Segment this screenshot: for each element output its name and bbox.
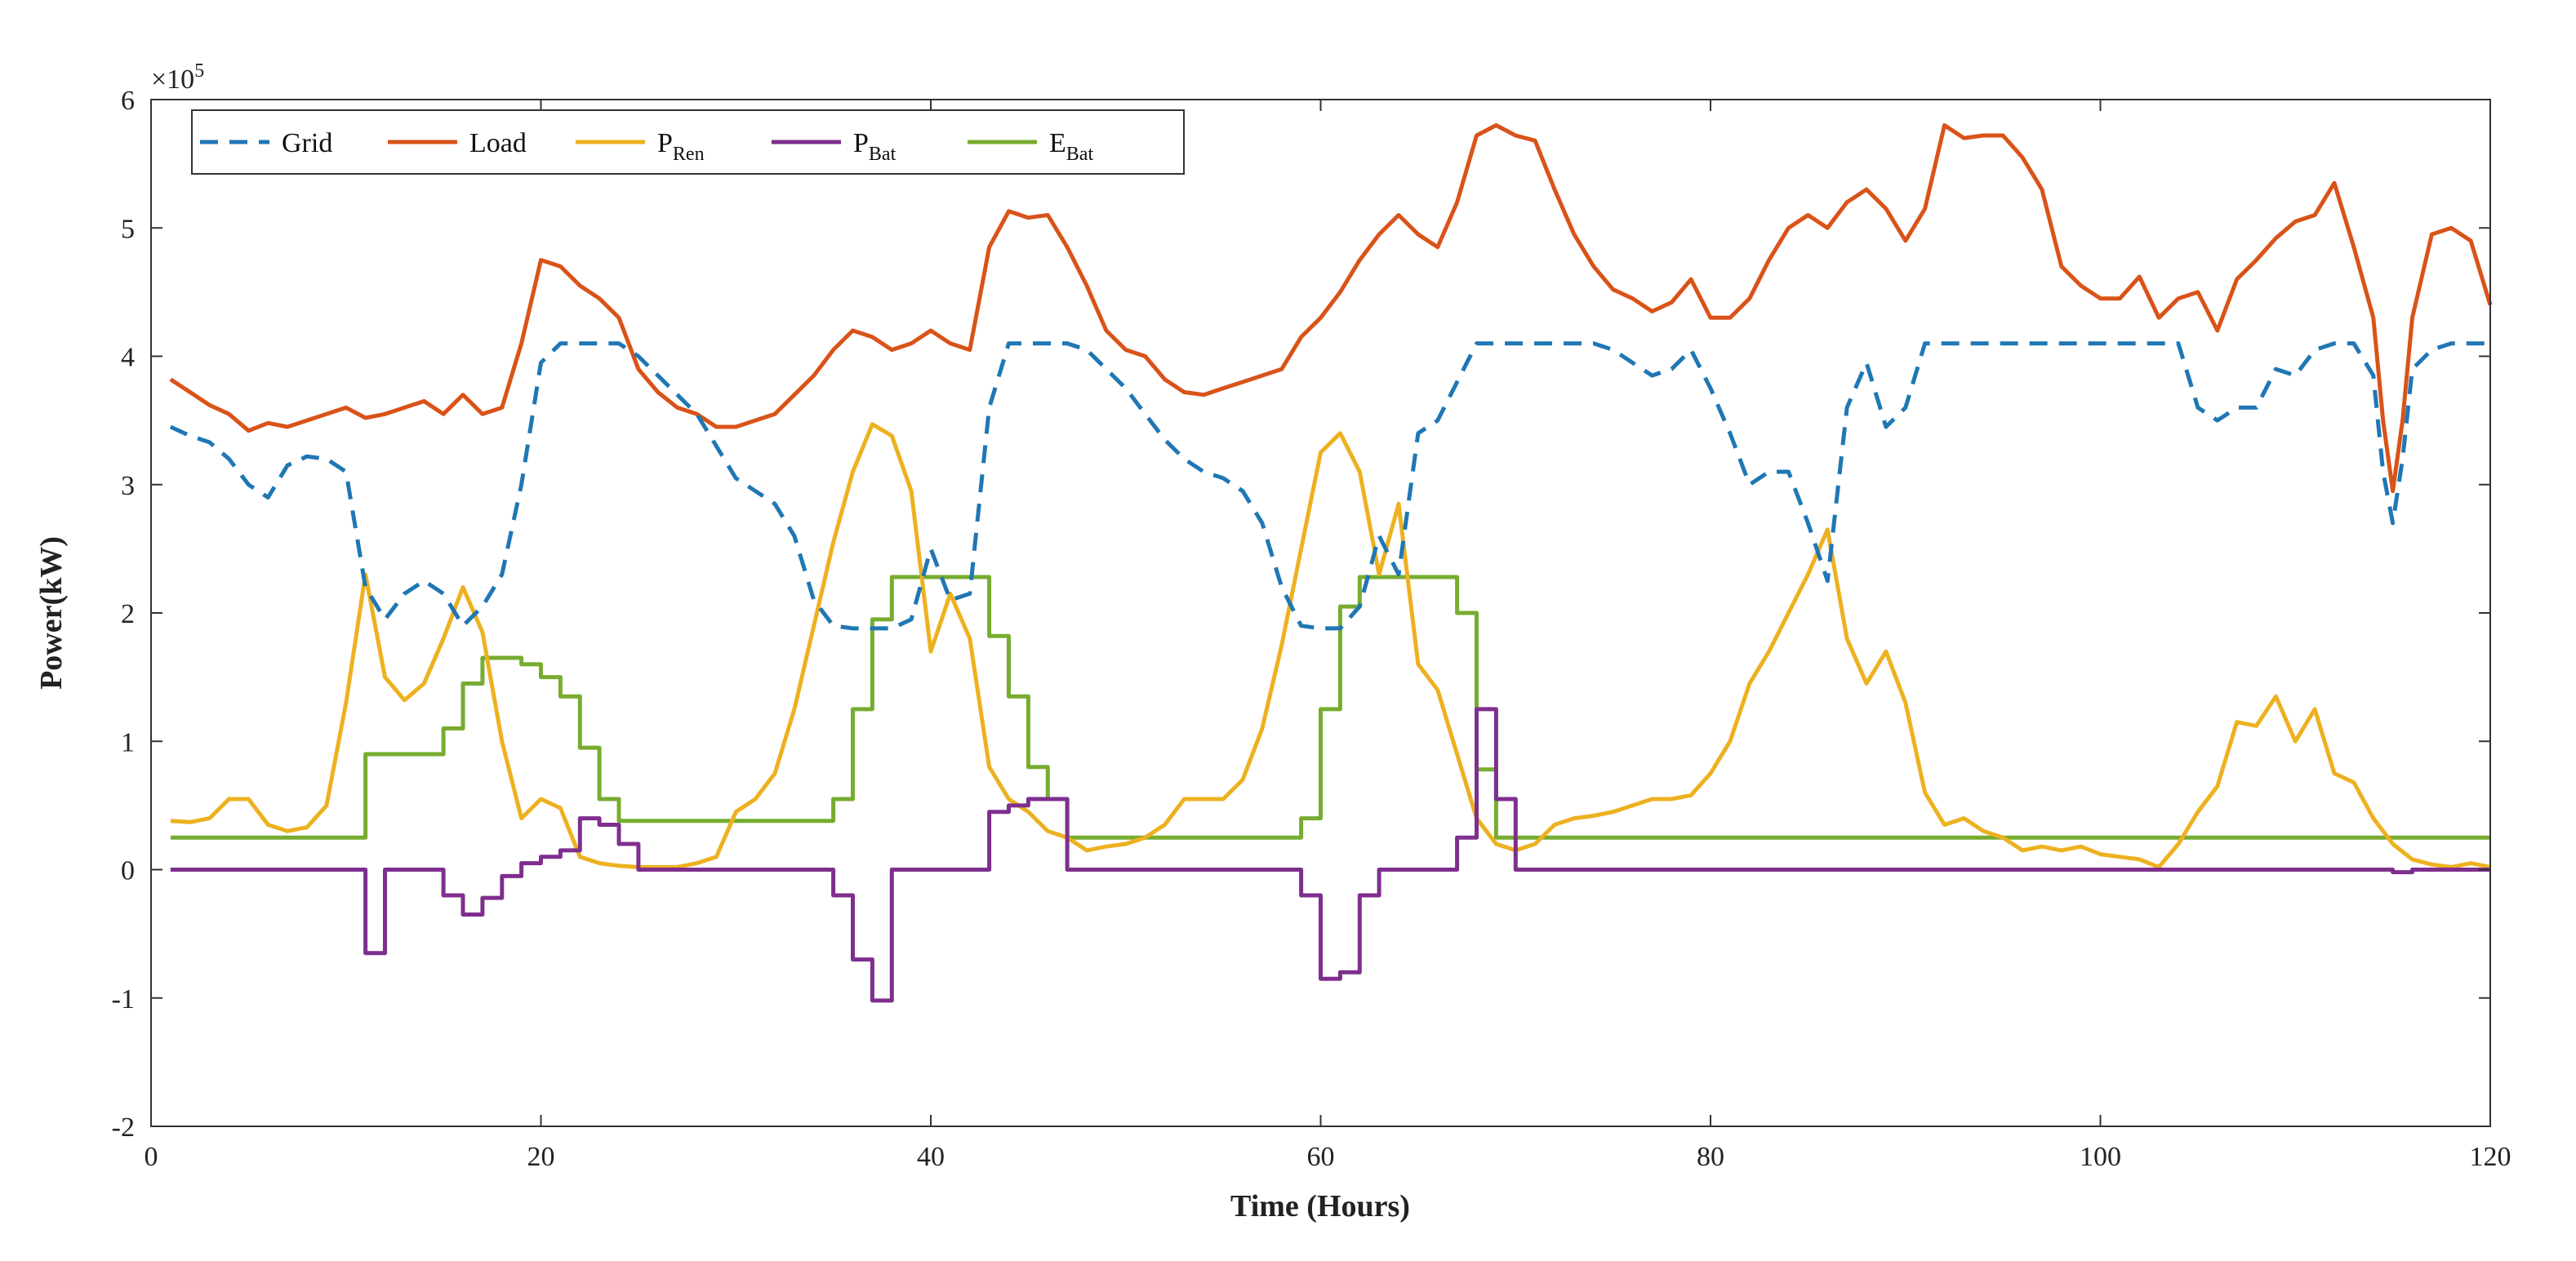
series-layer (169, 123, 2493, 1003)
x-axis-label: Time (Hours) (1230, 1189, 1410, 1223)
y-tick-label: 3 (121, 471, 135, 501)
y-tick-label: 6 (121, 86, 135, 116)
legend-label: Load (469, 128, 527, 158)
legend-label: Grid (282, 128, 332, 158)
y-tick-label: 0 (121, 856, 135, 886)
x-tick-label: 100 (2080, 1142, 2121, 1172)
x-tick-label: 20 (527, 1142, 555, 1172)
y-tick-label: 4 (121, 343, 135, 373)
y-exponent-label: ×105 (151, 60, 204, 95)
y-tick-label: 1 (121, 727, 135, 757)
y-tick-label: 5 (121, 214, 135, 244)
legend-label: PBat (853, 128, 896, 165)
y-tick-label: 2 (121, 599, 135, 629)
series-line-p-bat (170, 707, 2490, 1003)
x-tick-label: 60 (1307, 1142, 1335, 1172)
series-line-p-ren (170, 422, 2491, 869)
legend-label: EBat (1049, 128, 1093, 165)
y-exponent-power: 5 (194, 60, 204, 82)
series-line-grid (169, 341, 2490, 631)
legend: Grid Load PRen PBat EBat (191, 109, 1185, 175)
x-tick-label: 0 (145, 1142, 158, 1172)
x-tick-label: 40 (917, 1142, 945, 1172)
y-tick-label: -2 (112, 1112, 135, 1143)
series-line-load (169, 123, 2493, 494)
x-tick-label: 120 (2470, 1142, 2511, 1172)
legend-label: PRen (657, 128, 705, 165)
series-line-e-bat (170, 575, 2490, 840)
y-axis-label: Power(kW) (34, 536, 69, 690)
ticks-layer: 0 20 40 60 80 100 120 -2 -1 0 1 2 3 4 5 6 (112, 86, 2511, 1172)
y-tick-label: -1 (112, 984, 135, 1015)
x-tick-label: 80 (1697, 1142, 1724, 1172)
